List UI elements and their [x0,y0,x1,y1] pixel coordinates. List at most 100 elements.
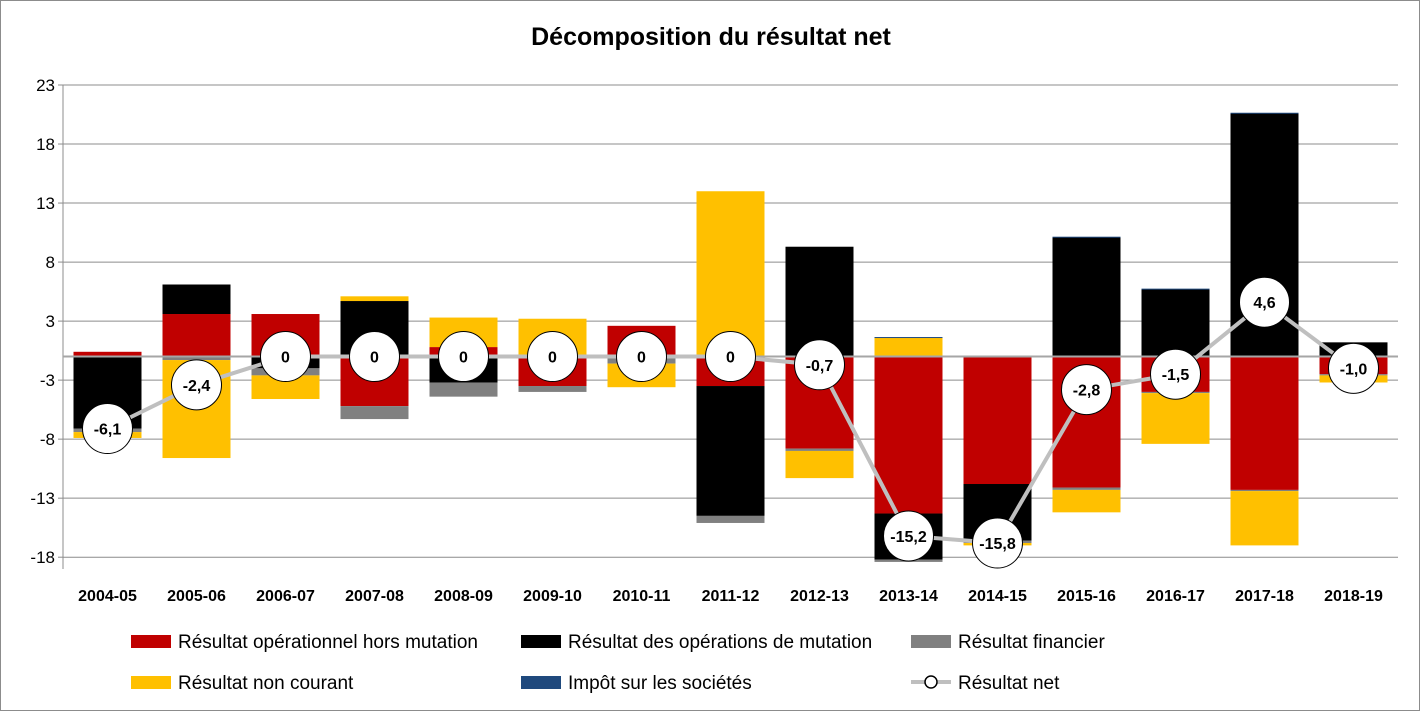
bar-segment [1052,489,1121,513]
legend-label: Impôt sur les sociétés [568,673,752,694]
y-tick-label: 13 [36,194,55,213]
net-result-marker [527,331,578,383]
net-result-marker [1150,348,1201,400]
legend-label: Résultat net [958,673,1060,694]
legend-swatch [521,676,561,689]
x-tick-label: 2010-11 [613,588,671,605]
y-tick-label: 18 [36,135,55,154]
legend: Résultat opérationnel hors mutation Résul… [131,632,1105,694]
x-tick-label: 2016-17 [1146,588,1205,605]
legend-swatch [131,635,171,648]
bar-segment [340,296,409,302]
net-result-label: -6,1 [94,422,122,439]
net-result-label: 0 [548,350,557,367]
net-result-line: -6,1 -2,4 0 0 0 0 0 0 -0,7 -15,2 -15,8 -2,8 -1,5 4,6 -… [82,276,1379,569]
y-tick-label: -13 [30,489,55,508]
bar-segment [1230,489,1299,492]
y-tick-label: 23 [36,76,55,95]
bar-segment [785,450,854,479]
net-result-label: 4,6 [1253,295,1275,312]
bar-segment [696,515,765,523]
x-tick-label: 2018-19 [1324,588,1383,605]
legend-swatch [131,676,171,689]
net-result-label: 0 [370,350,379,367]
x-tick-label: 2017-18 [1235,588,1294,605]
net-result-label: -15,2 [890,529,927,546]
bar-segment [1230,112,1299,114]
net-result-label: -0,7 [806,358,834,375]
legend-label: Résultat opérationnel hors mutation [178,632,478,653]
bar-segment [162,356,231,361]
net-result-marker [260,331,311,383]
y-tick-label: -3 [40,371,55,390]
bar-segment [874,337,943,339]
y-tick-label: 8 [46,253,55,272]
bar-segment [73,351,142,357]
bar-segment [340,406,409,420]
bar-segment [1052,487,1121,490]
bar-segment [696,191,765,357]
legend-swatch [911,635,951,648]
bar-segment [1141,289,1210,357]
x-tick-label: 2004-05 [78,588,137,605]
bar-segment [874,356,943,514]
bar-segment [1230,356,1299,490]
bar-segment [696,386,765,516]
legend-label: Résultat financier [958,632,1105,653]
bar-segment [963,356,1032,485]
net-result-label: 0 [281,350,290,367]
net-result-marker [972,517,1023,569]
legend-swatch [521,635,561,648]
net-result-label: -2,8 [1073,383,1101,400]
net-result-marker [705,331,756,383]
x-tick-label: 2006-07 [256,588,315,605]
x-tick-label: 2013-14 [879,588,938,605]
bar-segment [162,314,231,357]
net-result-label: 0 [637,350,646,367]
bar-segment [1052,236,1121,238]
chart-title: Décomposition du résultat net [531,23,891,51]
x-tick-label: 2014-15 [968,588,1027,605]
legend-label: Résultat non courant [178,673,354,694]
y-tick-label: -18 [30,548,55,567]
net-result-marker [82,403,133,455]
x-tick-label: 2008-09 [434,588,493,605]
net-result-marker [349,331,400,383]
net-result-marker [1239,276,1290,328]
y-tick-label: -8 [40,430,55,449]
net-result-label: 0 [726,350,735,367]
x-tick-label: 2011-12 [702,588,760,605]
x-tick-label: 2007-08 [345,588,404,605]
x-tick-label: 2012-13 [790,588,849,605]
bar-segment [1141,288,1210,290]
net-result-label: 0 [459,350,468,367]
bar-segment [251,375,320,400]
net-result-marker [1328,342,1379,394]
bar-segment [162,284,231,315]
bar-segment [1141,393,1210,444]
y-tick-label: 3 [46,312,55,331]
bar-segment [785,246,854,357]
net-result-marker [171,359,222,411]
net-result-label: -1,0 [1340,361,1368,378]
x-tick-label: 2015-16 [1057,588,1116,605]
legend-label: Résultat des opérations de mutation [568,632,872,653]
net-result-label: -1,5 [1162,367,1190,384]
bar-segment [874,337,943,357]
net-result-marker [883,510,934,562]
net-result-marker [438,331,489,383]
x-axis-ticks: 2004-05 2005-06 2006-07 2007-08 2008-09 2009-… [78,588,1383,605]
y-axis-ticks: 23 18 13 8 3 -3 -8 -13 -18 [30,76,55,567]
net-result-label: -15,8 [979,536,1016,553]
net-result-marker [616,331,667,383]
bar-segment [785,448,854,451]
bar-segment [1052,237,1121,357]
x-tick-label: 2005-06 [167,588,226,605]
bar-segment [518,386,587,392]
net-result-label: -2,4 [183,378,211,395]
net-result-marker [1061,364,1112,416]
legend-marker [924,675,938,689]
bar-segment [429,382,498,397]
